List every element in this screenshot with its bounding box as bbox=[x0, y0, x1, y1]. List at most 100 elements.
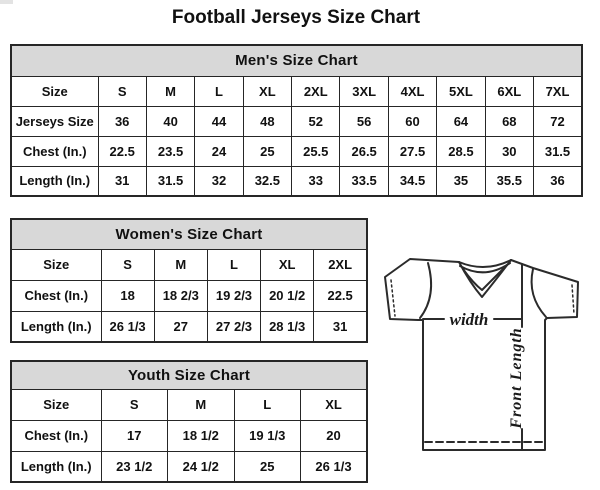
column-header-cell: M bbox=[167, 388, 235, 421]
table-cell: 23.5 bbox=[145, 135, 196, 167]
table-cell: 52 bbox=[291, 105, 341, 137]
table-cell: 56 bbox=[339, 105, 389, 137]
column-header-cell: L bbox=[233, 388, 301, 421]
table-cell: 27.5 bbox=[387, 135, 438, 167]
right-cuff-stitch bbox=[571, 284, 575, 315]
front-length-label: Front Length bbox=[508, 327, 525, 429]
column-header-cell: XL bbox=[260, 248, 315, 281]
table-cell: 31.5 bbox=[533, 135, 583, 167]
column-header-cell: XL bbox=[300, 388, 368, 421]
table-cell: 25 bbox=[242, 135, 293, 167]
table-cell: 26 1/3 bbox=[100, 310, 155, 343]
width-label: width bbox=[450, 310, 489, 329]
row-label-cell: Length (In.) bbox=[10, 450, 102, 483]
youth-size-table: Youth Size Chart Size S M L XL Chest (In… bbox=[10, 360, 368, 483]
column-header-cell: 7XL bbox=[533, 75, 583, 107]
table-cell: 36 bbox=[97, 105, 147, 137]
column-header-cell: M bbox=[145, 75, 196, 107]
table-cell: 68 bbox=[484, 105, 535, 137]
row-label-cell: Length (In.) bbox=[10, 165, 99, 197]
table-cell: 28 1/3 bbox=[260, 310, 315, 343]
vneck-inner bbox=[462, 264, 508, 291]
table-cell: 36 bbox=[533, 165, 583, 197]
column-header-cell: S bbox=[97, 75, 147, 107]
table-cell: 19 2/3 bbox=[206, 279, 262, 312]
table-cell: 27 2/3 bbox=[206, 310, 262, 343]
row-label-cell: Length (In.) bbox=[10, 310, 102, 343]
table-cell: 32 bbox=[194, 165, 244, 197]
table-cell: 22.5 bbox=[97, 135, 147, 167]
table-cell: 31 bbox=[313, 310, 368, 343]
table-row: Length (In.) 31 31.5 32 32.5 33 33.5 34.… bbox=[10, 165, 583, 197]
table-row: Length (In.) 23 1/2 24 1/2 25 26 1/3 bbox=[10, 450, 368, 483]
table-cell: 60 bbox=[387, 105, 438, 137]
table-row: Size S M L XL 2XL bbox=[10, 248, 368, 281]
column-header-cell: M bbox=[153, 248, 208, 281]
table-cell: 33 bbox=[291, 165, 341, 197]
table-cell: 40 bbox=[145, 105, 196, 137]
column-header-cell: L bbox=[194, 75, 244, 107]
collar-top-curve bbox=[458, 259, 512, 268]
table-cell: 64 bbox=[436, 105, 486, 137]
row-label-cell: Size bbox=[10, 75, 99, 107]
table-row: Chest (In.) 22.5 23.5 24 25 25.5 26.5 27… bbox=[10, 135, 583, 167]
jersey-measurement-diagram: width Front Length bbox=[375, 248, 590, 463]
table-cell: 24 1/2 bbox=[167, 450, 235, 483]
column-header-cell: XL bbox=[242, 75, 293, 107]
table-cell: 25 bbox=[233, 450, 301, 483]
table-row: Length (In.) 26 1/3 27 27 2/3 28 1/3 31 bbox=[10, 310, 368, 343]
column-header-cell: L bbox=[206, 248, 262, 281]
table-cell: 22.5 bbox=[313, 279, 368, 312]
table-row: Jerseys Size 36 40 44 48 52 56 60 64 68 … bbox=[10, 105, 583, 137]
table-row: Chest (In.) 18 18 2/3 19 2/3 20 1/2 22.5 bbox=[10, 279, 368, 312]
jersey-outline bbox=[384, 258, 579, 451]
left-cuff-stitch bbox=[390, 279, 396, 317]
row-label-cell: Chest (In.) bbox=[10, 419, 102, 452]
table-cell: 24 bbox=[194, 135, 244, 167]
column-header-cell: 5XL bbox=[436, 75, 486, 107]
column-header-cell: 3XL bbox=[339, 75, 389, 107]
row-label-cell: Jerseys Size bbox=[10, 105, 99, 137]
table-cell: 20 bbox=[300, 419, 368, 452]
table-cell: 33.5 bbox=[339, 165, 389, 197]
left-armhole-seam bbox=[419, 262, 433, 319]
table-cell: 35 bbox=[436, 165, 486, 197]
column-header-cell: 2XL bbox=[313, 248, 368, 281]
table-cell: 18 2/3 bbox=[153, 279, 208, 312]
column-header-cell: S bbox=[100, 388, 168, 421]
table-cell: 17 bbox=[100, 419, 168, 452]
table-title: Youth Size Chart bbox=[10, 360, 368, 390]
table-cell: 19 1/3 bbox=[233, 419, 301, 452]
table-title: Women's Size Chart bbox=[10, 218, 368, 250]
column-header-cell: 6XL bbox=[484, 75, 535, 107]
table-row: Youth Size Chart bbox=[10, 360, 368, 390]
row-label-cell: Chest (In.) bbox=[10, 135, 99, 167]
row-label-cell: Chest (In.) bbox=[10, 279, 102, 312]
column-header-cell: 2XL bbox=[291, 75, 341, 107]
table-cell: 28.5 bbox=[436, 135, 486, 167]
table-cell: 18 bbox=[100, 279, 155, 312]
table-cell: 48 bbox=[242, 105, 293, 137]
column-header-cell: S bbox=[100, 248, 155, 281]
right-armhole-seam bbox=[530, 268, 547, 318]
table-cell: 34.5 bbox=[387, 165, 438, 197]
page-title: Football Jerseys Size Chart bbox=[171, 7, 421, 28]
table-cell: 26 1/3 bbox=[300, 450, 368, 483]
table-cell: 20 1/2 bbox=[260, 279, 315, 312]
table-cell: 72 bbox=[533, 105, 583, 137]
table-cell: 30 bbox=[484, 135, 535, 167]
table-cell: 31 bbox=[97, 165, 147, 197]
column-header-cell: 4XL bbox=[387, 75, 438, 107]
row-label-cell: Size bbox=[10, 248, 102, 281]
table-cell: 32.5 bbox=[242, 165, 293, 197]
table-cell: 35.5 bbox=[484, 165, 535, 197]
row-label-cell: Size bbox=[10, 388, 102, 421]
table-row: Chest (In.) 17 18 1/2 19 1/3 20 bbox=[10, 419, 368, 452]
jersey-diagram-svg: width Front Length bbox=[384, 258, 579, 451]
table-row: Size S M L XL bbox=[10, 388, 368, 421]
table-row: Women's Size Chart bbox=[10, 218, 368, 250]
table-cell: 18 1/2 bbox=[167, 419, 235, 452]
table-cell: 31.5 bbox=[145, 165, 196, 197]
table-cell: 44 bbox=[194, 105, 244, 137]
womens-size-table: Women's Size Chart Size S M L XL 2XL Che… bbox=[10, 218, 368, 343]
